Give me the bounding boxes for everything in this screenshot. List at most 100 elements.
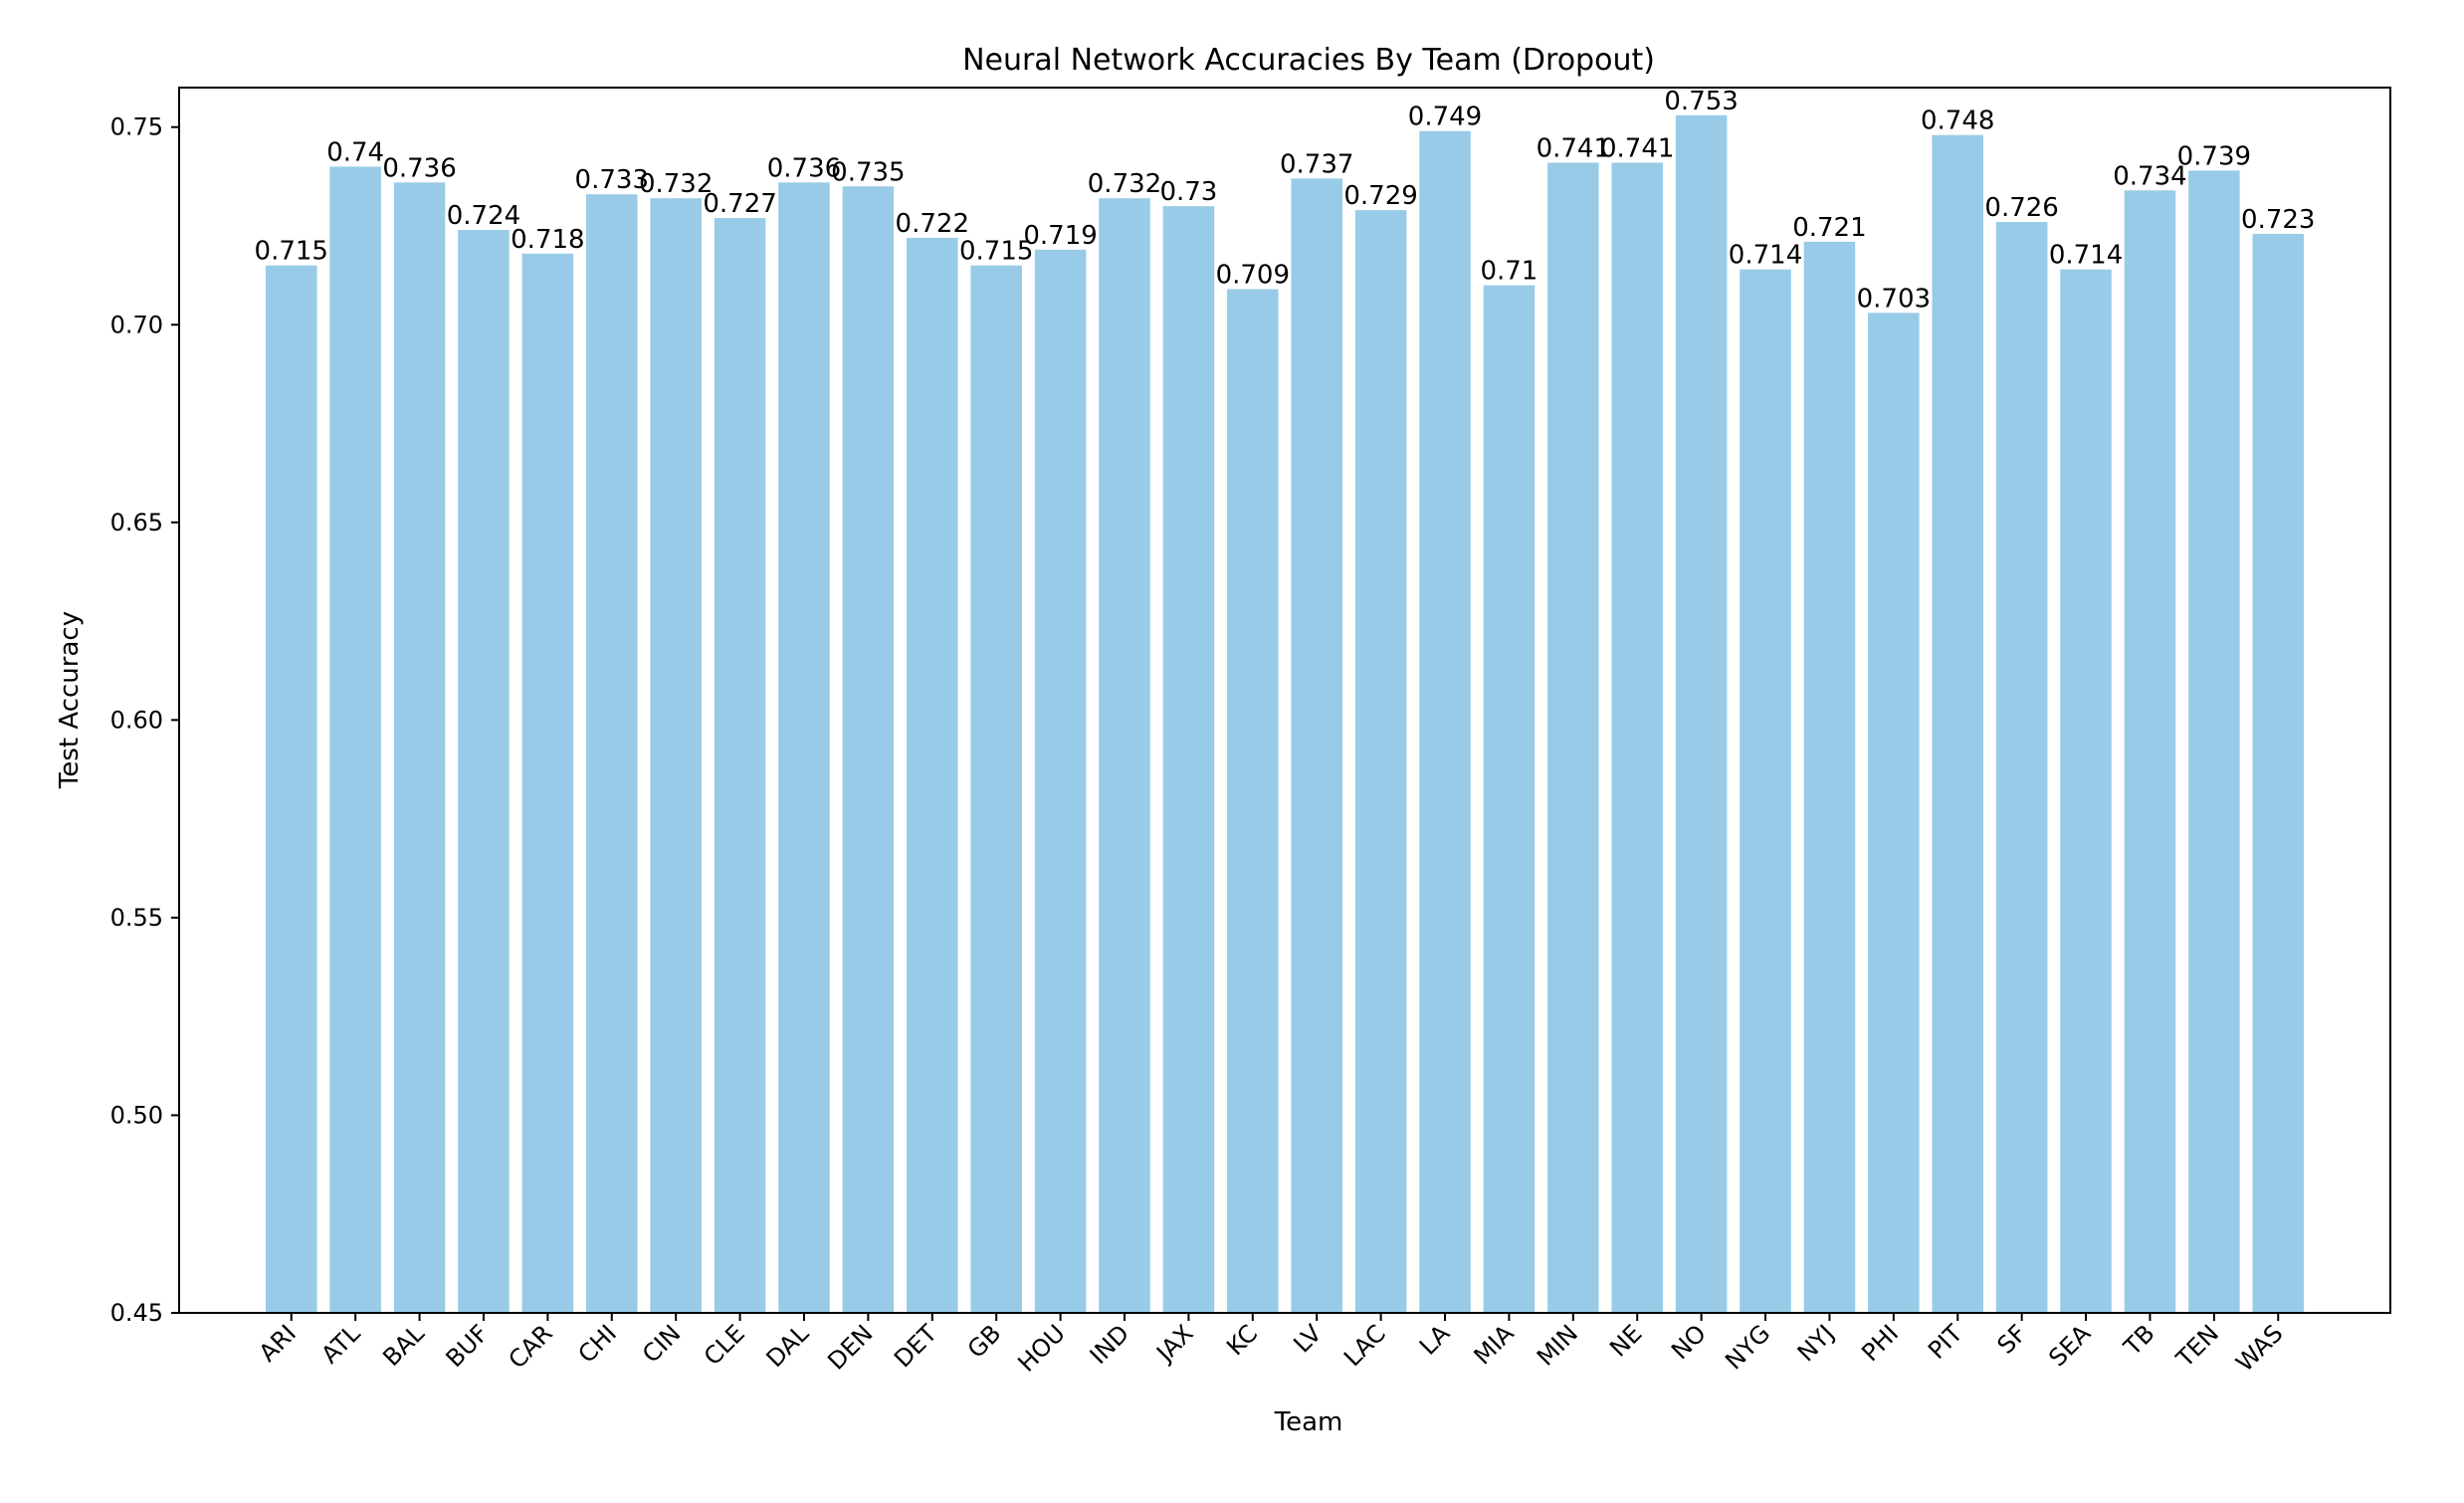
y-axis-label: Test Accuracy [55, 611, 85, 789]
bar-lac [1354, 210, 1407, 1314]
bar-value-label-det: 0.722 [896, 209, 969, 239]
bar-nyg [1740, 269, 1791, 1313]
bar-value-label-jax: 0.73 [1159, 177, 1217, 207]
bar-det [907, 237, 958, 1313]
x-tick-label-no: NO [1666, 1319, 1712, 1365]
bar-value-label-lv: 0.737 [1280, 149, 1353, 179]
x-axis-label: Team [1274, 1407, 1343, 1437]
y-tick-label-0.60: 0.60 [110, 706, 163, 734]
bar-no [1675, 114, 1728, 1313]
y-tick-label-0.75: 0.75 [110, 113, 163, 141]
y-axis: 0.45 0.50 0.55 0.60 0.65 0.70 0.75 [110, 113, 179, 1327]
bar-atl [329, 166, 381, 1313]
bar-value-label-cin: 0.732 [639, 169, 713, 199]
bar-labels-group: 0.7150.740.7360.7240.7180.7330.7320.7270… [255, 87, 2316, 315]
x-tick-label-cin: CIN [637, 1319, 686, 1368]
x-tick-label-ari: ARI [254, 1319, 302, 1367]
bar-chi [586, 194, 638, 1314]
x-tick-label-atl: ATL [315, 1319, 365, 1369]
bar-ari [265, 265, 317, 1314]
bar-was [2252, 233, 2305, 1314]
bar-phi [1868, 313, 1920, 1314]
bar-tb [2124, 190, 2176, 1313]
x-axis: ARI ATL BAL BUF CAR CHI CIN CLE DAL DEN DET GB HOU IN… [254, 1313, 2288, 1378]
x-tick-label-den: DEN [822, 1319, 878, 1375]
bar-gb [970, 265, 1022, 1314]
bar-value-label-lac: 0.729 [1343, 181, 1417, 211]
bar-cin [650, 198, 702, 1314]
chart-title: Neural Network Accuracies By Team (Dropo… [962, 43, 1655, 78]
x-tick-label-lac: LAC [1338, 1319, 1391, 1372]
bar-jax [1162, 206, 1215, 1313]
bar-ne [1611, 162, 1663, 1314]
x-tick-label-det: DET [889, 1319, 942, 1373]
bar-value-label-car: 0.718 [511, 225, 584, 255]
bar-value-label-hou: 0.719 [1023, 221, 1097, 251]
x-tick-label-pit: PIT [1923, 1319, 1968, 1365]
bar-value-label-ari: 0.715 [255, 237, 328, 267]
x-tick-label-phi: PHI [1856, 1319, 1904, 1367]
bar-den [842, 186, 895, 1313]
x-tick-label-bal: BAL [377, 1319, 430, 1372]
x-tick-label-min: MIN [1532, 1319, 1583, 1371]
bar-kc [1227, 289, 1279, 1313]
bar-value-label-mia: 0.71 [1480, 257, 1538, 287]
bar-ten [2188, 170, 2240, 1313]
x-tick-label-cle: CLE [699, 1319, 750, 1371]
bar-value-label-nyg: 0.714 [1729, 241, 1802, 271]
bar-ind [1099, 198, 1150, 1314]
x-tick-label-la: LA [1414, 1319, 1456, 1361]
bar-value-label-pit: 0.748 [1921, 107, 1994, 136]
bar-value-label-ind: 0.732 [1088, 169, 1161, 199]
bar-car [521, 253, 574, 1313]
x-tick-label-tb: TB [2118, 1319, 2160, 1362]
bar-value-label-sf: 0.726 [1984, 193, 2058, 223]
x-tick-label-mia: MIA [1469, 1319, 1520, 1370]
bar-value-label-den: 0.735 [831, 157, 905, 187]
y-tick-label-0.50: 0.50 [110, 1101, 163, 1129]
y-tick-label-0.45: 0.45 [110, 1299, 163, 1327]
x-tick-label-was: WAS [2230, 1319, 2288, 1377]
bar-lv [1291, 178, 1342, 1314]
bar-value-label-no: 0.753 [1664, 87, 1738, 116]
bar-min [1547, 162, 1599, 1314]
x-tick-label-jax: JAX [1149, 1319, 1198, 1368]
x-tick-label-hou: HOU [1012, 1319, 1070, 1377]
bar-cle [714, 218, 766, 1313]
bar-value-label-la: 0.749 [1408, 103, 1482, 132]
x-tick-label-sf: SF [1992, 1319, 2032, 1359]
bar-bal [393, 182, 446, 1313]
bar-la [1419, 130, 1471, 1314]
x-tick-label-buf: BUF [441, 1319, 495, 1373]
bar-value-label-bal: 0.736 [382, 153, 456, 183]
bar-value-label-kc: 0.709 [1216, 261, 1290, 291]
bar-buf [458, 229, 510, 1314]
x-tick-label-gb: GB [962, 1319, 1007, 1364]
y-tick-label-0.65: 0.65 [110, 509, 163, 537]
x-tick-label-sea: SEA [2043, 1319, 2096, 1372]
bar-value-label-chi: 0.733 [575, 165, 649, 195]
bar-mia [1483, 285, 1536, 1313]
x-tick-label-chi: CHI [573, 1319, 622, 1368]
bar-value-label-sea: 0.714 [2049, 241, 2123, 271]
bars-group [265, 114, 2305, 1314]
x-tick-label-nyj: NYJ [1792, 1319, 1840, 1367]
x-tick-label-car: CAR [504, 1319, 558, 1374]
y-tick-label-0.55: 0.55 [110, 904, 163, 932]
x-tick-label-ind: IND [1085, 1319, 1135, 1370]
bar-hou [1034, 249, 1087, 1313]
bar-value-label-min: 0.741 [1537, 133, 1610, 163]
bar-dal [778, 182, 830, 1313]
bar-value-label-ten: 0.739 [2177, 141, 2251, 171]
bar-nyj [1803, 241, 1856, 1313]
plot-frame [178, 87, 2391, 1314]
bar-value-label-ne: 0.741 [1600, 133, 1674, 163]
bar-value-label-nyj: 0.721 [1792, 213, 1866, 243]
x-tick-label-kc: KC [1221, 1319, 1263, 1361]
bar-value-label-gb: 0.715 [959, 237, 1033, 267]
bar-value-label-cle: 0.727 [703, 189, 776, 219]
x-tick-label-lv: LV [1288, 1319, 1327, 1358]
bar-sea [2060, 269, 2112, 1313]
